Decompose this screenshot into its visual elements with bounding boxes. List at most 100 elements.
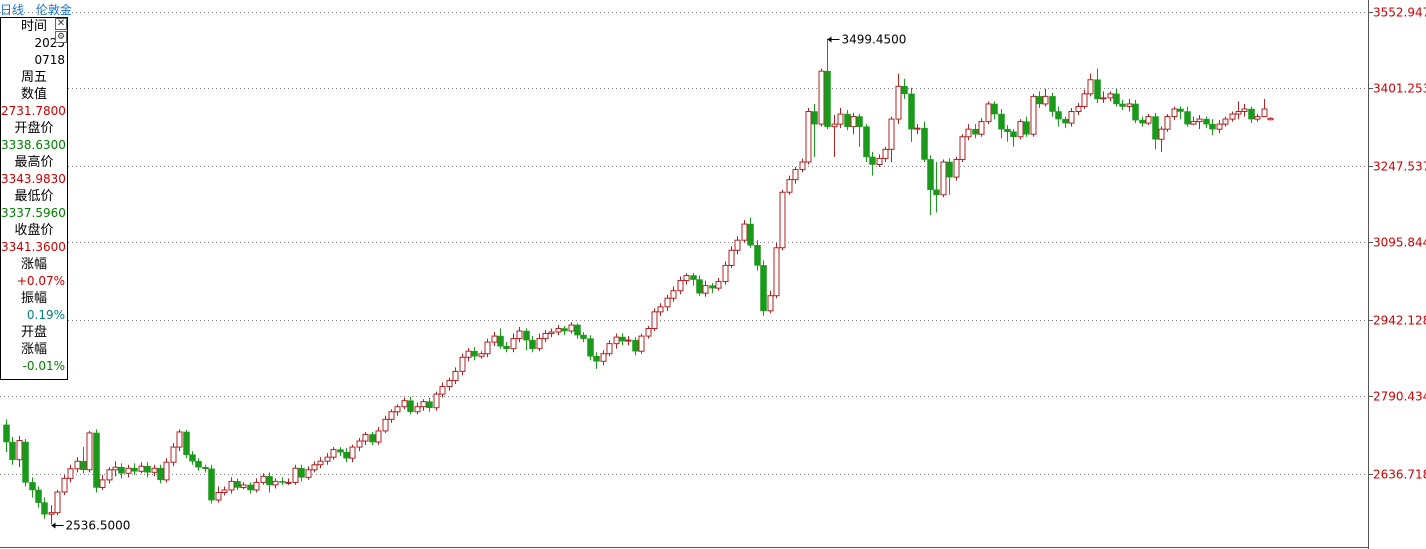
candle-body — [1075, 105, 1082, 113]
candle-body — [279, 481, 286, 483]
candle-up — [728, 246, 735, 268]
info-value: +0.07% — [16, 274, 65, 288]
candle-body — [138, 465, 145, 472]
candle-body — [702, 285, 709, 294]
candle-body — [888, 118, 895, 150]
high-annotation: 3499.4500 — [827, 33, 906, 47]
candle-body — [580, 334, 587, 339]
candle-body — [131, 468, 138, 472]
candle-down — [908, 87, 915, 142]
candle-body — [433, 393, 440, 409]
candle-body — [844, 113, 851, 127]
candle-body — [426, 401, 433, 408]
candle-body — [465, 350, 472, 358]
candle-body — [1248, 108, 1255, 120]
candle-up — [516, 326, 523, 343]
candle-body — [856, 116, 863, 127]
candle-body — [497, 335, 504, 347]
candle-body — [484, 341, 491, 355]
candle-body — [882, 148, 889, 159]
candle-up — [625, 336, 632, 346]
candle-body — [1023, 121, 1030, 135]
candle-up — [613, 333, 620, 349]
candle-up — [465, 348, 472, 362]
candle-up — [1107, 91, 1114, 102]
candle-up — [888, 116, 895, 162]
candle-down — [369, 431, 376, 446]
candle-body — [1107, 93, 1114, 99]
candle-body — [388, 411, 395, 420]
candle-body — [362, 433, 369, 442]
candle-up — [221, 486, 228, 496]
candle-up — [170, 443, 177, 467]
candle-body — [176, 431, 183, 448]
y-tick-label: 2942.128 — [1373, 314, 1426, 328]
candle-body — [298, 468, 305, 478]
info-label: 最低价 — [14, 189, 54, 204]
candle-body — [170, 446, 177, 463]
candle-body — [305, 469, 312, 478]
candle-down — [234, 478, 241, 490]
candle-down — [29, 477, 36, 498]
candle-body — [1036, 96, 1043, 105]
candle-body — [683, 275, 690, 282]
candle-body — [183, 431, 190, 455]
candle-up — [1190, 116, 1197, 126]
candle-down — [946, 158, 953, 195]
candle-body — [1004, 128, 1011, 132]
candle-up — [1100, 91, 1107, 103]
candle-up — [722, 261, 729, 285]
candle-up — [439, 382, 446, 398]
candle-up — [292, 464, 299, 485]
y-tick-label: 2636.718 — [1373, 468, 1426, 482]
candle-body — [824, 70, 831, 127]
candle-body — [1049, 96, 1056, 112]
gear-icon[interactable]: ⚙ — [55, 31, 67, 43]
candle-up — [452, 367, 459, 385]
candle-body — [29, 482, 36, 491]
candle-up — [74, 457, 81, 473]
candle-body — [1184, 111, 1191, 125]
symbol-label[interactable]: 伦敦金 — [35, 3, 72, 17]
candle-down — [35, 486, 42, 508]
candle-body — [253, 481, 260, 491]
candle-body — [555, 328, 562, 333]
info-value: 3343.9830 — [1, 172, 66, 186]
candle-up — [459, 353, 466, 376]
period-label[interactable]: 日线 — [0, 3, 25, 17]
candle-up — [651, 308, 658, 332]
candle-up — [106, 467, 113, 484]
candle-down — [202, 464, 209, 473]
candle-body — [670, 290, 677, 299]
candle-body — [491, 335, 498, 343]
candle-body — [61, 477, 68, 493]
candle-body — [734, 239, 741, 251]
candle-body — [1126, 103, 1133, 107]
candle-body — [163, 461, 170, 481]
close-icon[interactable]: ✕ — [55, 18, 67, 30]
candle-up — [670, 286, 677, 302]
annotation-arrowhead — [827, 36, 832, 43]
candle-body — [478, 353, 485, 357]
candle-up — [125, 464, 132, 478]
candle-body — [439, 386, 446, 395]
candle-up — [1068, 107, 1075, 127]
candle-down — [561, 325, 568, 336]
candle-body — [677, 280, 684, 292]
candle-body — [516, 330, 523, 340]
candle-body — [529, 339, 536, 349]
candle-down — [41, 497, 48, 519]
candle-body — [799, 161, 806, 171]
candle-body — [324, 456, 331, 462]
candle-up — [767, 290, 774, 314]
candle-body — [914, 127, 921, 130]
candle-body — [876, 157, 883, 166]
candle-body — [1261, 108, 1268, 118]
candle-up — [734, 236, 741, 255]
candle-body — [221, 489, 228, 494]
candle-up — [779, 189, 786, 251]
candle-body — [568, 324, 575, 332]
candle-down — [619, 333, 626, 346]
